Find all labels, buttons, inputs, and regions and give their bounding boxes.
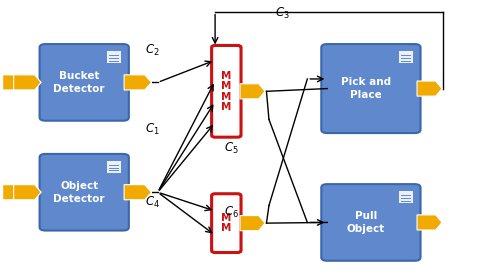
FancyBboxPatch shape	[398, 191, 412, 203]
Polygon shape	[240, 84, 265, 99]
FancyBboxPatch shape	[212, 194, 241, 253]
Text: $C_4$: $C_4$	[146, 195, 160, 210]
Polygon shape	[14, 185, 41, 200]
Text: M
M: M M	[221, 213, 232, 233]
Polygon shape	[124, 75, 152, 90]
Text: $C_2$: $C_2$	[146, 43, 160, 58]
Text: Object
Detector: Object Detector	[54, 181, 105, 204]
Text: $C_6$: $C_6$	[224, 205, 238, 220]
FancyBboxPatch shape	[398, 51, 412, 63]
Text: Pull
Object: Pull Object	[347, 211, 385, 234]
Text: M
M
M
M: M M M M	[221, 71, 232, 112]
FancyBboxPatch shape	[107, 161, 121, 173]
Polygon shape	[2, 75, 30, 90]
Polygon shape	[2, 185, 30, 200]
Text: $C_3$: $C_3$	[275, 6, 290, 21]
FancyBboxPatch shape	[40, 154, 129, 230]
Text: $C_5$: $C_5$	[224, 141, 238, 156]
Polygon shape	[124, 185, 152, 200]
Polygon shape	[417, 81, 442, 96]
FancyBboxPatch shape	[212, 46, 241, 137]
FancyBboxPatch shape	[322, 44, 420, 133]
Text: $C_1$: $C_1$	[146, 122, 160, 137]
Polygon shape	[240, 216, 265, 231]
Text: Pick and
Place: Pick and Place	[341, 77, 391, 100]
Text: Bucket
Detector: Bucket Detector	[54, 71, 105, 94]
FancyBboxPatch shape	[322, 184, 420, 261]
Polygon shape	[417, 215, 442, 230]
FancyBboxPatch shape	[40, 44, 129, 121]
FancyBboxPatch shape	[107, 51, 121, 63]
Polygon shape	[14, 75, 41, 90]
